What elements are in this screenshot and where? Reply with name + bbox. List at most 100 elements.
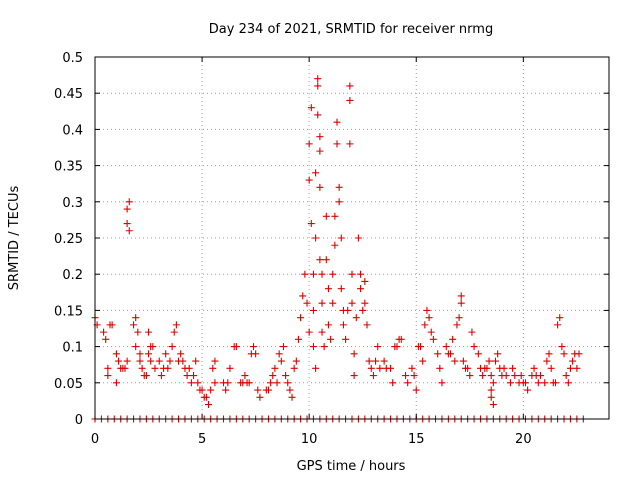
- data-point: [232, 343, 240, 351]
- data-point: [112, 379, 120, 387]
- x-tick-labels: 0 5 10 15 20: [91, 432, 532, 447]
- data-point: [408, 364, 416, 372]
- data-point: [309, 270, 317, 278]
- data-point: [346, 96, 354, 104]
- data-point: [387, 364, 395, 372]
- data-point: [324, 285, 332, 293]
- data-point: [442, 343, 450, 351]
- data-point: [177, 350, 185, 358]
- data-point: [121, 364, 129, 372]
- data-point: [290, 364, 298, 372]
- data-point: [459, 357, 467, 365]
- data-point: [108, 321, 116, 329]
- data-point: [166, 357, 174, 365]
- data-point: [485, 357, 493, 365]
- data-point: [541, 379, 549, 387]
- data-point: [282, 372, 290, 380]
- data-point: [487, 386, 495, 394]
- data-point: [273, 379, 281, 387]
- data-point: [322, 256, 330, 264]
- data-point: [558, 343, 566, 351]
- data-point: [104, 372, 112, 380]
- data-point: [299, 292, 307, 300]
- data-point: [474, 350, 482, 358]
- data-point: [357, 285, 365, 293]
- data-point: [335, 183, 343, 191]
- data-point: [207, 386, 215, 394]
- data-point: [138, 364, 146, 372]
- data-point: [241, 372, 249, 380]
- y-tick-label: 0: [75, 413, 83, 428]
- data-point: [410, 372, 418, 380]
- data-point: [318, 328, 326, 336]
- data-point: [134, 328, 142, 336]
- data-point: [457, 292, 465, 300]
- data-point: [162, 350, 170, 358]
- data-point: [367, 364, 375, 372]
- data-point: [168, 343, 176, 351]
- data-point: [170, 328, 178, 336]
- data-point: [380, 357, 388, 365]
- data-point: [209, 364, 217, 372]
- data-point: [560, 350, 568, 358]
- data-point: [575, 350, 583, 358]
- data-point: [192, 357, 200, 365]
- data-point: [249, 343, 257, 351]
- data-point: [309, 343, 317, 351]
- y-tick-label: 0.1: [62, 341, 83, 356]
- data-point: [545, 350, 553, 358]
- data-point: [554, 321, 562, 329]
- data-point: [423, 306, 431, 314]
- data-point: [348, 270, 356, 278]
- data-point: [530, 364, 538, 372]
- data-point: [346, 140, 354, 148]
- data-point: [286, 386, 294, 394]
- data-point: [500, 364, 508, 372]
- data-point: [342, 335, 350, 343]
- data-point: [363, 321, 371, 329]
- data-point: [224, 379, 232, 387]
- data-point: [190, 372, 198, 380]
- x-tick-label: 15: [408, 432, 425, 447]
- data-point: [142, 372, 150, 380]
- data-point: [254, 386, 262, 394]
- data-point: [517, 372, 525, 380]
- data-point: [421, 321, 429, 329]
- data-point: [434, 350, 442, 358]
- data-point: [556, 314, 564, 322]
- data-point: [509, 364, 517, 372]
- data-point: [534, 379, 542, 387]
- data-point: [202, 393, 210, 401]
- data-point: [372, 357, 380, 365]
- data-point: [297, 314, 305, 322]
- y-axis-label: SRMTID / TECUs: [7, 186, 22, 291]
- x-tick-label: 10: [301, 432, 318, 447]
- data-point: [331, 241, 339, 249]
- data-point: [438, 379, 446, 387]
- data-point: [318, 270, 326, 278]
- data-point: [447, 350, 455, 358]
- data-point: [354, 234, 362, 242]
- data-point: [320, 343, 328, 351]
- data-point: [337, 234, 345, 242]
- data-point: [464, 364, 472, 372]
- data-point: [543, 357, 551, 365]
- data-point: [277, 357, 285, 365]
- data-point: [130, 321, 138, 329]
- data-point: [305, 328, 313, 336]
- grid: [95, 57, 609, 419]
- data-point: [489, 401, 497, 409]
- x-axis-label: GPS time / hours: [297, 459, 406, 474]
- data-point: [316, 256, 324, 264]
- data-point: [284, 379, 292, 387]
- data-point: [267, 379, 275, 387]
- data-point: [269, 372, 277, 380]
- data-point: [312, 169, 320, 177]
- data-point: [309, 306, 317, 314]
- y-tick-label: 0.25: [54, 232, 83, 247]
- data-point: [264, 386, 272, 394]
- data-point: [172, 321, 180, 329]
- data-point: [376, 364, 384, 372]
- data-point: [573, 364, 581, 372]
- data-point: [470, 343, 478, 351]
